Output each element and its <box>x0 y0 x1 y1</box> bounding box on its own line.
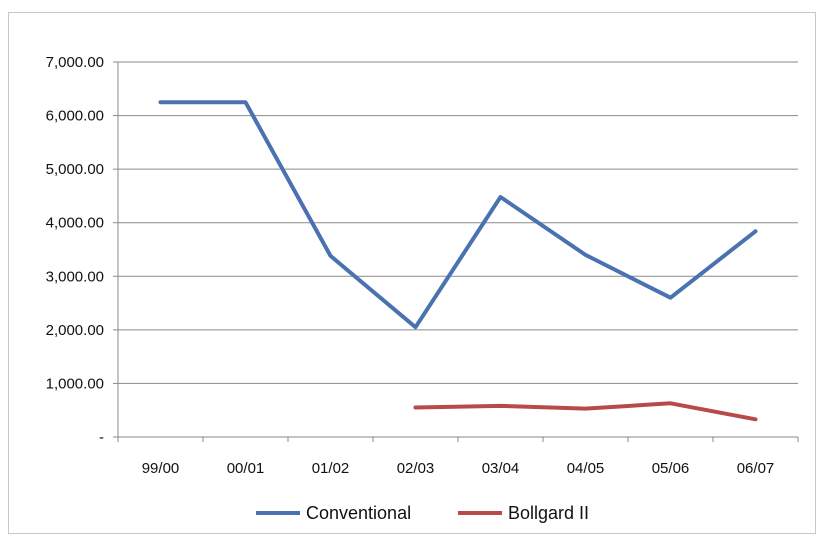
data-point <box>414 406 417 410</box>
data-point <box>159 100 162 104</box>
x-tick-label: 02/03 <box>397 460 435 477</box>
y-tick-label: 6,000.00 <box>46 108 104 125</box>
data-point <box>669 296 672 300</box>
y-tick-label: 4,000.00 <box>46 215 104 232</box>
data-point <box>499 404 502 408</box>
data-point <box>669 401 672 405</box>
x-axis-ticks: 99/00 00/01 01/02 02/03 03/04 04/05 05/06 06/07 <box>117 437 799 477</box>
chart-frame <box>8 12 816 534</box>
series-lines <box>158 100 758 422</box>
y-tick-label: 7,000.00 <box>46 54 104 71</box>
y-tick-label: 2,000.00 <box>46 322 104 339</box>
data-point <box>244 100 247 104</box>
y-tick-label: 3,000.00 <box>46 268 104 285</box>
x-tick-label: 05/06 <box>652 460 690 477</box>
axes <box>117 62 798 438</box>
data-point <box>499 195 502 199</box>
data-point <box>329 254 332 258</box>
x-tick-label: 06/07 <box>737 460 775 477</box>
y-tick-label: 1,000.00 <box>46 375 104 392</box>
legend: Conventional Bollgard II <box>256 503 589 523</box>
y-axis-ticks: - 1,000.00 2,000.00 3,000.00 4,000.00 5,000.0… <box>46 54 118 446</box>
legend-label: Bollgard II <box>508 503 589 523</box>
gridlines <box>118 61 798 384</box>
x-tick-label: 01/02 <box>312 460 350 477</box>
data-point <box>754 229 757 233</box>
data-point <box>414 325 417 329</box>
data-point <box>584 253 587 257</box>
data-point <box>754 417 757 421</box>
x-tick-label: 00/01 <box>227 460 265 477</box>
x-tick-label: 04/05 <box>567 460 605 477</box>
y-tick-label: - <box>99 429 104 446</box>
data-point <box>584 407 587 411</box>
series-line-conventional <box>158 100 758 330</box>
x-tick-label: 03/04 <box>482 460 520 477</box>
legend-label: Conventional <box>306 503 411 523</box>
y-tick-label: 5,000.00 <box>46 161 104 178</box>
series-line-bollgard-ii <box>413 401 758 422</box>
x-tick-label: 99/00 <box>142 460 180 477</box>
